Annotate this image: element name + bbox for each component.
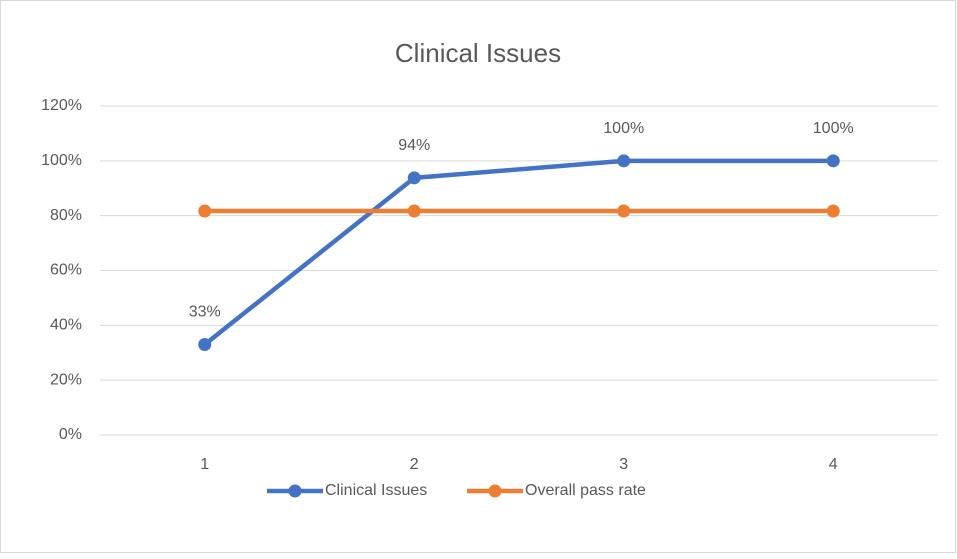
data-point xyxy=(198,204,212,218)
x-tick-label: 4 xyxy=(829,456,838,473)
data-label: 33% xyxy=(189,304,221,321)
data-point xyxy=(407,171,421,185)
data-point xyxy=(617,154,631,168)
y-tick-label: 80% xyxy=(50,207,82,224)
chart-title: Clinical Issues xyxy=(395,38,561,68)
x-tick-label: 3 xyxy=(619,456,628,473)
x-tick-label: 2 xyxy=(410,456,419,473)
data-point xyxy=(826,204,840,218)
legend-label: Overall pass rate xyxy=(525,482,646,499)
data-point xyxy=(407,204,421,218)
data-point xyxy=(617,204,631,218)
legend-marker xyxy=(288,484,302,498)
y-tick-label: 60% xyxy=(50,262,82,279)
data-point xyxy=(198,338,212,352)
data-label: 100% xyxy=(813,120,854,137)
y-tick-label: 20% xyxy=(50,371,82,388)
series-line xyxy=(203,158,834,347)
data-point xyxy=(826,154,840,168)
data-label: 94% xyxy=(398,137,430,154)
y-tick-label: 100% xyxy=(41,152,82,169)
legend-marker xyxy=(488,484,502,498)
y-tick-label: 120% xyxy=(41,97,82,114)
y-tick-label: 40% xyxy=(50,317,82,334)
x-tick-label: 1 xyxy=(200,456,209,473)
y-tick-label: 0% xyxy=(59,426,82,443)
data-label: 100% xyxy=(603,120,644,137)
legend-label: Clinical Issues xyxy=(325,482,427,499)
